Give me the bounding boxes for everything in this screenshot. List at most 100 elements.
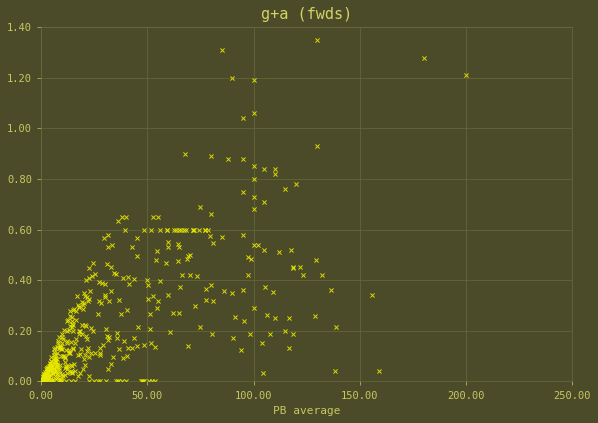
Point [80, 355, 89, 362]
Point [101, 325, 111, 332]
Point [163, 243, 173, 250]
Point [81, 277, 90, 283]
Point [42, 364, 51, 371]
Point [55, 343, 65, 350]
Point [57, 353, 66, 360]
Point [185, 252, 194, 258]
Point [238, 231, 248, 238]
Point [66, 308, 75, 315]
Point [188, 226, 198, 233]
Point [113, 378, 123, 385]
Point [39, 377, 48, 384]
Point [42, 374, 52, 380]
Point [50, 346, 59, 353]
Point [238, 155, 248, 162]
Point [106, 288, 115, 294]
Point [66, 338, 76, 345]
Point [38, 376, 48, 383]
Point [246, 256, 255, 263]
Point [41, 378, 50, 385]
Point [37, 378, 47, 385]
Point [53, 374, 62, 381]
Point [65, 323, 74, 330]
Point [89, 377, 99, 384]
Point [94, 278, 104, 285]
Point [68, 363, 77, 370]
Point [36, 378, 46, 385]
Point [195, 324, 205, 331]
Point [181, 226, 191, 233]
Point [58, 346, 68, 352]
Point [74, 331, 84, 338]
Point [69, 345, 78, 352]
Point [81, 332, 91, 339]
Point [96, 351, 105, 358]
Point [83, 297, 93, 304]
Point [79, 299, 89, 306]
Point [73, 372, 83, 379]
Point [51, 354, 60, 361]
Point [45, 363, 55, 369]
Point [146, 340, 155, 346]
Point [42, 371, 51, 378]
Point [260, 247, 269, 253]
Point [41, 373, 50, 379]
Point [169, 226, 178, 233]
Point [37, 378, 47, 385]
Point [84, 264, 94, 271]
Point [46, 378, 56, 385]
Point [150, 344, 160, 351]
Point [37, 377, 47, 384]
Point [162, 226, 172, 233]
Point [36, 378, 46, 385]
Point [70, 339, 80, 346]
Point [257, 340, 267, 346]
Point [81, 322, 90, 329]
Point [132, 253, 142, 259]
Point [37, 378, 47, 385]
Point [44, 365, 53, 372]
Point [102, 378, 111, 385]
Point [69, 361, 78, 368]
Point [111, 271, 121, 277]
Point [67, 320, 77, 327]
Point [60, 365, 70, 371]
Point [48, 370, 58, 376]
Point [88, 273, 97, 280]
Point [367, 292, 377, 299]
Point [217, 234, 227, 241]
Point [54, 374, 63, 380]
Point [204, 226, 213, 233]
Point [181, 151, 190, 157]
Point [39, 373, 48, 380]
Point [38, 378, 48, 385]
Point [84, 296, 93, 302]
Point [44, 368, 53, 374]
Point [124, 281, 134, 288]
Point [285, 315, 294, 321]
Point [41, 376, 50, 383]
Point [188, 226, 197, 233]
Point [183, 343, 193, 349]
Point [317, 272, 327, 278]
Point [43, 364, 53, 371]
Point [117, 214, 127, 220]
Point [65, 349, 74, 356]
Point [52, 364, 62, 371]
Point [81, 322, 90, 329]
Point [151, 257, 161, 264]
Point [173, 241, 183, 247]
Point [41, 376, 51, 383]
Point [75, 370, 84, 376]
Point [37, 376, 47, 383]
Point [37, 376, 47, 383]
Point [217, 47, 227, 53]
Point [90, 349, 99, 356]
Point [47, 360, 57, 367]
Point [50, 374, 60, 381]
Point [129, 276, 139, 283]
Point [311, 256, 321, 263]
Point [49, 349, 59, 356]
Point [39, 373, 49, 380]
Point [68, 306, 78, 313]
